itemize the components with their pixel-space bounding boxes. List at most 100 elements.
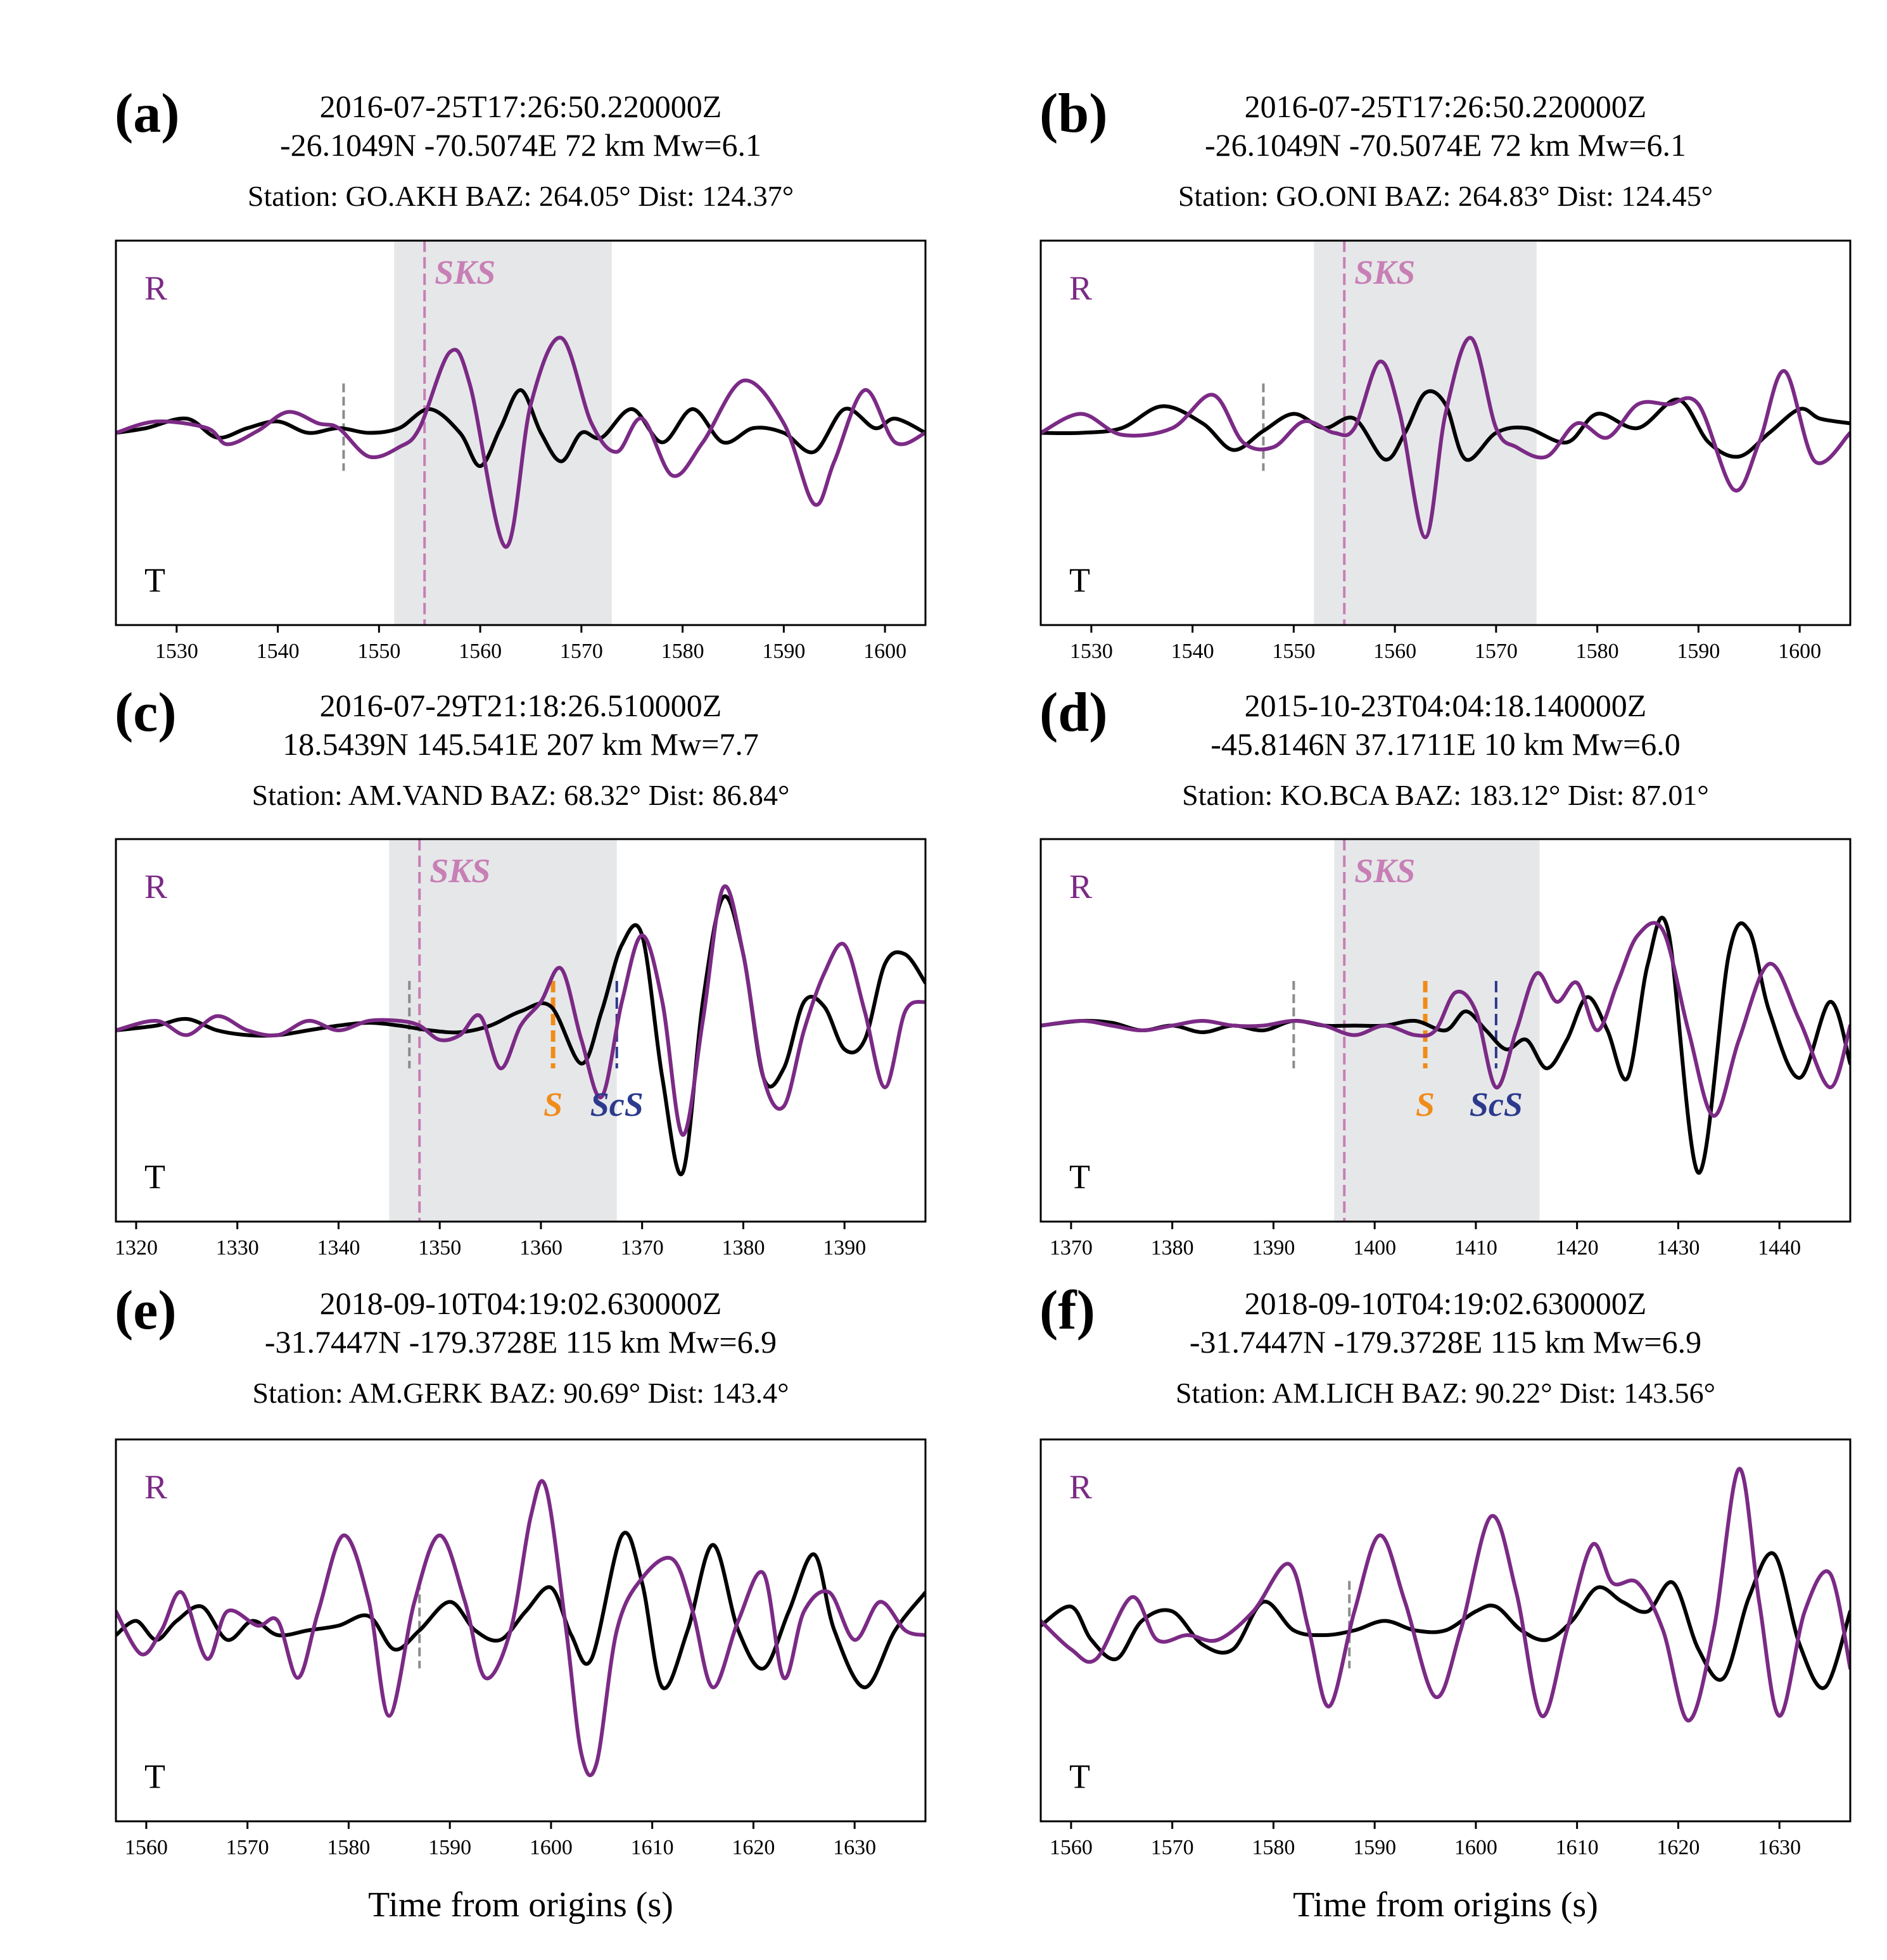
panel-label: (b)	[1039, 83, 1108, 144]
x-tick-label: 1550	[1272, 640, 1315, 663]
x-tick-label: 1330	[216, 1236, 259, 1260]
x-tick-label: 1560	[1373, 640, 1416, 663]
component-label-t: T	[1069, 1158, 1090, 1196]
x-tick-label: 1570	[1475, 640, 1518, 663]
chart-title-line: -26.1049N -70.5074E 72 km Mw=6.1	[280, 127, 761, 163]
radial-trace	[1041, 336, 1850, 540]
x-tick-label: 1580	[1576, 640, 1619, 663]
sks-label: SKS	[1354, 852, 1415, 890]
x-tick-label: 1590	[1353, 1836, 1396, 1859]
x-tick-label: 1390	[1252, 1236, 1295, 1260]
sks-label: SKS	[429, 852, 490, 890]
chart-title-line: -31.7447N -179.3728E 115 km Mw=6.9	[265, 1324, 777, 1360]
panel-label: (e)	[115, 1280, 177, 1341]
x-tick-label: 1370	[621, 1236, 664, 1260]
x-axis-label: Time from origins (s)	[1293, 1885, 1598, 1925]
x-tick-label: 1560	[1050, 1836, 1093, 1859]
x-tick-label: 1370	[1050, 1236, 1093, 1260]
panel-label: (f)	[1039, 1280, 1095, 1341]
component-label-r: R	[1069, 269, 1092, 307]
x-tick-label: 1570	[1151, 1836, 1194, 1859]
component-label-t: T	[144, 561, 165, 599]
x-tick-label: 1600	[1778, 640, 1821, 663]
x-tick-label: 1570	[560, 640, 603, 663]
station-info: Station: GO.AKH BAZ: 264.05° Dist: 124.3…	[248, 180, 794, 212]
sks-label: SKS	[1354, 253, 1415, 291]
panel-e: (e) 2018-09-10T04:19:02.630000Z-31.7447N …	[115, 1280, 927, 1925]
x-tick-label: 1580	[1252, 1836, 1295, 1859]
transverse-trace	[1041, 1551, 1850, 1690]
station-info: Station: AM.VAND BAZ: 68.32° Dist: 86.84…	[252, 779, 790, 811]
x-tick-label: 1400	[1353, 1236, 1396, 1260]
chart-title-line: 2016-07-25T17:26:50.220000Z	[1245, 89, 1647, 124]
x-tick-label: 1390	[823, 1236, 866, 1260]
component-label-r: R	[1069, 868, 1092, 906]
x-tick-label: 1420	[1556, 1236, 1599, 1260]
radial-trace	[116, 336, 925, 549]
panel-d: (d) 2015-10-23T04:04:18.140000Z-45.8146N …	[1039, 682, 1852, 1260]
panel-f: (f) 2018-09-10T04:19:02.630000Z-31.7447N …	[1039, 1280, 1852, 1925]
component-label-r: R	[1069, 1468, 1092, 1506]
scs-label: ScS	[590, 1085, 644, 1123]
x-tick-label: 1540	[1171, 640, 1214, 663]
x-tick-label: 1350	[418, 1236, 461, 1260]
x-tick-label: 1320	[115, 1236, 158, 1260]
s-label: S	[543, 1085, 562, 1123]
axes-frame	[115, 239, 927, 626]
x-tick-label: 1340	[317, 1236, 360, 1260]
station-info: Station: AM.GERK BAZ: 90.69° Dist: 143.4…	[253, 1377, 789, 1409]
radial-trace	[116, 884, 925, 1137]
plot-area	[1041, 1467, 1850, 1723]
x-tick-label: 1620	[732, 1836, 775, 1859]
axes-frame	[1039, 838, 1852, 1223]
s-label: S	[1416, 1085, 1435, 1123]
analysis-window	[394, 241, 612, 625]
x-tick-label: 1550	[357, 640, 400, 663]
x-tick-label: 1560	[125, 1836, 168, 1859]
chart-title-line: 2016-07-25T17:26:50.220000Z	[320, 89, 722, 124]
axes-frame	[115, 1438, 927, 1823]
x-tick-label: 1580	[661, 640, 704, 663]
component-label-r: R	[144, 868, 167, 906]
chart-title-line: 18.5439N 145.541E 207 km Mw=7.7	[283, 726, 759, 762]
plot-area	[116, 241, 925, 625]
x-tick-label: 1530	[1070, 640, 1113, 663]
x-tick-label: 1570	[226, 1836, 269, 1859]
chart-title-line: 2016-07-29T21:18:26.510000Z	[320, 688, 722, 723]
x-tick-label: 1610	[1556, 1836, 1599, 1859]
station-info: Station: GO.ONI BAZ: 264.83° Dist: 124.4…	[1178, 180, 1713, 212]
panel-label: (a)	[115, 83, 180, 144]
x-tick-label: 1360	[519, 1236, 562, 1260]
component-label-t: T	[144, 1757, 165, 1795]
chart-title-line: 2018-09-10T04:19:02.630000Z	[320, 1286, 722, 1321]
x-tick-label: 1380	[1151, 1236, 1194, 1260]
component-label-t: T	[1069, 561, 1090, 599]
x-tick-label: 1560	[459, 640, 502, 663]
chart-title-line: 2015-10-23T04:04:18.140000Z	[1245, 688, 1647, 723]
x-tick-label: 1580	[327, 1836, 370, 1859]
chart-title-line: -26.1049N -70.5074E 72 km Mw=6.1	[1205, 127, 1686, 163]
x-tick-label: 1380	[721, 1236, 765, 1260]
axes-frame	[115, 838, 927, 1223]
transverse-trace	[116, 1531, 925, 1691]
plot-area	[1041, 839, 1850, 1222]
station-info: Station: KO.BCA BAZ: 183.12° Dist: 87.01…	[1182, 779, 1709, 811]
plot-area	[116, 1479, 925, 1778]
x-tick-label: 1410	[1454, 1236, 1497, 1260]
chart-title-line: 2018-09-10T04:19:02.630000Z	[1245, 1286, 1647, 1321]
component-label-r: R	[144, 269, 167, 307]
sks-label: SKS	[435, 253, 495, 291]
axes-frame	[1039, 1438, 1852, 1823]
station-info: Station: AM.LICH BAZ: 90.22° Dist: 143.5…	[1176, 1377, 1715, 1409]
panel-label: (d)	[1039, 682, 1108, 743]
x-tick-label: 1630	[1758, 1836, 1801, 1859]
x-tick-label: 1590	[428, 1836, 471, 1859]
x-tick-label: 1600	[863, 640, 906, 663]
panel-a: (a) 2016-07-25T17:26:50.220000Z-26.1049N …	[115, 83, 927, 663]
plot-area	[1041, 241, 1850, 625]
x-tick-label: 1600	[1454, 1836, 1497, 1859]
component-label-t: T	[144, 1158, 165, 1196]
x-axis-label: Time from origins (s)	[368, 1885, 673, 1925]
radial-trace	[1041, 921, 1850, 1118]
